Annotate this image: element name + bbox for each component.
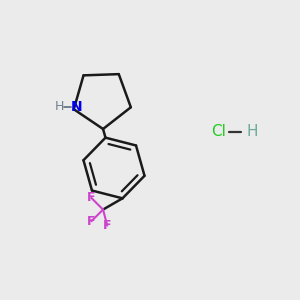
Text: H: H: [55, 100, 64, 113]
Text: N: N: [70, 100, 82, 114]
Text: H: H: [246, 124, 258, 140]
Text: F: F: [87, 215, 96, 228]
Text: F: F: [87, 191, 96, 204]
Text: F: F: [103, 219, 112, 232]
Text: Cl: Cl: [212, 124, 226, 140]
